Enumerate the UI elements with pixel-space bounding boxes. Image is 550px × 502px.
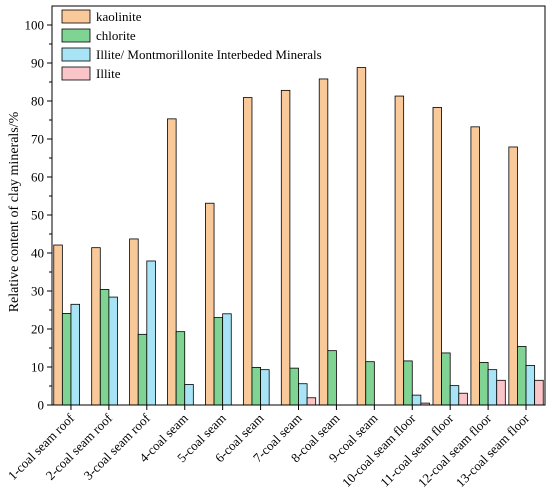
bar-chlorite-13 (517, 346, 527, 406)
legend-label: Illite (96, 66, 121, 81)
x-tick-label: 1-coal seam roof (5, 410, 78, 483)
bar-chlorite-11 (441, 352, 451, 406)
bar-illite-montmorillonite-interbeded-minerals-13 (525, 365, 536, 406)
legend-swatch (61, 66, 91, 81)
bar-kaolinite-3 (129, 238, 139, 406)
bar-illite-12 (496, 379, 506, 406)
x-tick-label: 3-coal seam roof (81, 410, 154, 483)
bar-chlorite-9 (365, 361, 375, 406)
bar-illite-montmorillonite-interbeded-minerals-10 (411, 394, 422, 406)
bar-kaolinite-9 (356, 67, 367, 406)
bar-illite-7 (306, 397, 317, 406)
bar-kaolinite-8 (318, 78, 329, 406)
y-axis: 0 10 20 30 40 50 60 70 80 90 100 (25, 18, 52, 413)
bar-chlorite-1 (61, 313, 72, 406)
bar-chlorite-2 (99, 289, 110, 406)
legend: kaolinite chlorite Illite/ Montmorillonite… (61, 9, 322, 81)
bar-illite-montmorillonite-interbeded-minerals-7 (298, 383, 308, 406)
bar-illite-montmorillonite-interbeded-minerals-6 (260, 369, 270, 406)
y-tick-label: 10 (31, 360, 44, 375)
bar-kaolinite-4 (167, 118, 177, 406)
bar-illite-montmorillonite-interbeded-minerals-12 (487, 369, 498, 406)
bar-kaolinite-10 (394, 95, 405, 406)
plot-frame (51, 5, 546, 406)
bar-chlorite-5 (213, 317, 224, 406)
bar-kaolinite-12 (470, 126, 480, 406)
y-axis-title: Relative content of clay minerals/% (7, 111, 22, 312)
bar-illite-montmorillonite-interbeded-minerals-1 (70, 303, 80, 406)
bar-chlorite-7 (289, 367, 299, 406)
legend-label: kaolinite (96, 9, 142, 24)
y-tick-label: 80 (31, 94, 44, 109)
bar-illite-montmorillonite-interbeded-minerals-2 (108, 296, 118, 406)
bar-chlorite-8 (327, 350, 337, 406)
bar-kaolinite-6 (242, 97, 253, 406)
bar-kaolinite-11 (432, 107, 442, 406)
legend-label: Illite/ Montmorillonite Interbeded Miner… (96, 47, 322, 62)
y-tick-label: 90 (31, 56, 44, 71)
y-tick-label: 70 (31, 132, 44, 147)
y-tick-label: 30 (31, 284, 44, 299)
bar-kaolinite-13 (508, 146, 518, 406)
bar-chlorite-4 (175, 331, 186, 406)
y-tick-label: 50 (31, 208, 44, 223)
bar-illite-montmorillonite-interbeded-minerals-11 (449, 385, 460, 406)
y-tick-label: 40 (31, 246, 44, 261)
legend-label: chlorite (96, 28, 136, 43)
y-tick-label: 20 (31, 322, 44, 337)
bar-kaolinite-1 (53, 244, 63, 406)
bar-kaolinite-2 (91, 247, 101, 406)
bar-illite-montmorillonite-interbeded-minerals-4 (184, 384, 194, 406)
bar-chlorite-12 (479, 362, 489, 406)
bar-chlorite-3 (137, 333, 148, 406)
bar-illite-montmorillonite-interbeded-minerals-3 (146, 260, 156, 406)
legend-swatch (61, 28, 91, 43)
legend-swatch (61, 47, 91, 62)
legend-swatch (61, 9, 91, 24)
bar-illite-11 (458, 392, 468, 406)
bar-chlorite-10 (403, 360, 413, 406)
x-tick-label: 2-coal seam roof (43, 410, 116, 483)
bar-illite-montmorillonite-interbeded-minerals-5 (222, 313, 232, 406)
y-tick-label: 0 (38, 398, 45, 413)
bar-illite-13 (534, 379, 544, 406)
y-tick-label: 60 (31, 170, 44, 185)
bar-kaolinite-7 (280, 89, 291, 406)
bars-layer (53, 67, 544, 406)
y-tick-label: 100 (25, 18, 45, 33)
bar-chlorite-6 (251, 366, 261, 406)
bar-kaolinite-5 (205, 202, 215, 406)
